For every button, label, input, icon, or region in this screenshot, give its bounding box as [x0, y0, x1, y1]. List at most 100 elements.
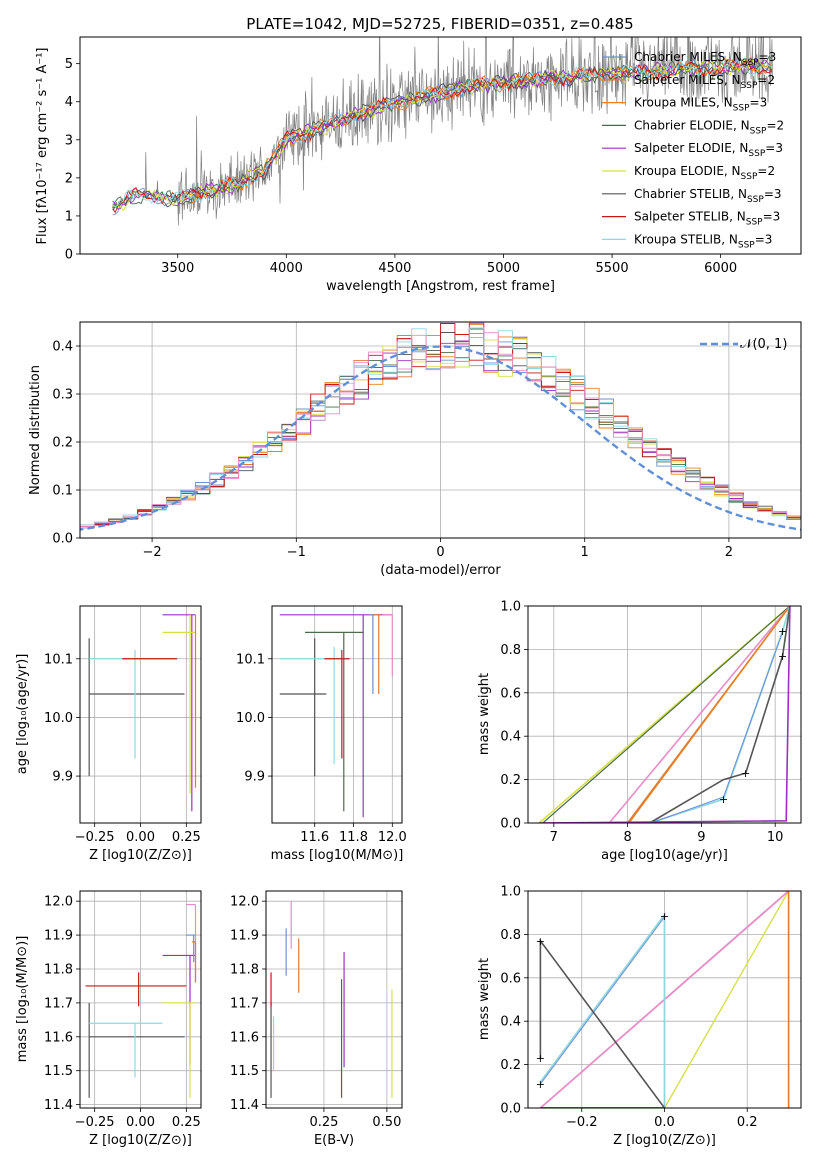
spectrum-ytick-label: 1: [65, 209, 73, 224]
legend-entry-6: Chabrier STELIB, NSSP=3: [634, 187, 782, 205]
cumulative-z-kroupa-elodie: [540, 891, 790, 1108]
legend-entry-2: Kroupa MILES, NSSP=3: [634, 96, 767, 114]
weight-vs-age-ylabel: mass weight: [477, 673, 492, 755]
age-vs-z-xtick-label: −0.25: [75, 830, 115, 845]
weight-vs-age-ytick-label: 0.0: [500, 817, 521, 832]
weight-vs-age-axes: + + + +7 8 9 10 0.0 0.2 0.4 0.6 0.8 1.0 age [log10(ag…: [477, 600, 802, 863]
spectrum-xlabel: wavelength [Angstrom, rest frame]: [326, 279, 555, 294]
weight-vs-age-ytick-label: 0.4: [500, 730, 521, 745]
cumulative-z-chabrier-stelib: [539, 938, 666, 1108]
histogram-9: [80, 332, 801, 531]
legend-entry-7: Salpeter STELIB, NSSP=3: [634, 210, 780, 228]
mass-vs-z-xtick-label: 0.00: [126, 1115, 155, 1130]
age-vs-mass-ytick-label: 10.0: [236, 711, 265, 726]
weight-vs-age-xtick-label: 8: [623, 830, 631, 845]
age-vs-z-xlabel: Z [log10(Z/Z⊙)]: [89, 848, 192, 863]
cumulative-z-kroupa-stelib: [539, 912, 666, 1108]
mass-vs-z-ytick-label: 11.5: [44, 1064, 73, 1079]
age-vs-mass-plot-area: [279, 614, 393, 818]
age-vs-z-xtick-label: 0.00: [126, 830, 155, 845]
spectrum-ytick-label: 4: [65, 95, 73, 110]
age-vs-z-ytick-label: 10.0: [44, 711, 73, 726]
weight-vs-z-ytick-label: 1.0: [500, 885, 521, 900]
residuals-axes: −2 −1 0 1 2 0.0 0.1 0.2 0.3 0.4 (data-model)/error…: [28, 321, 802, 578]
residuals-ytick-label: 0.0: [52, 532, 73, 547]
spectrum-xtick-label: 5000: [487, 261, 520, 276]
mass-vs-z-plot-area: [85, 903, 197, 1098]
cumulative-chabrier-elodie: [542, 606, 791, 823]
residuals-ylabel: Normed distribution: [28, 365, 43, 495]
mass-vs-z-ytick-label: 11.4: [44, 1098, 73, 1113]
spectrum-ytick-label: 3: [65, 133, 73, 148]
mass-vs-z-ytick-label: 11.8: [44, 962, 73, 977]
legend-entry-4: Salpeter ELODIE, NSSP=3: [634, 141, 783, 159]
spectrum-xtick-label: 4500: [378, 261, 411, 276]
spectrum-xtick-label: 5500: [596, 261, 629, 276]
spectrum-axes: 3500 4000 4500 5000 5500 6000 0 1 2 3 4 5 wavelength…: [35, 36, 802, 294]
weight-vs-z-plot-area: + + + +: [536, 891, 790, 1108]
legend-entry-1: Salpeter MILES, NSSP=2: [634, 73, 775, 91]
weight-vs-age-xtick-label: 7: [550, 830, 558, 845]
spectrum-xtick-label: 3500: [161, 261, 194, 276]
mass-vs-ebv-ytick-label: 11.9: [230, 929, 259, 944]
observed-spectrum: [112, 37, 773, 226]
normal-legend-label: 𝒩(0, 1): [740, 337, 787, 352]
residuals-xtick-label: 2: [725, 545, 733, 560]
residuals-ytick-label: 0.2: [52, 436, 73, 451]
mass-vs-z-ytick-label: 11.7: [44, 996, 73, 1011]
mass-vs-z-ytick-label: 11.9: [44, 929, 73, 944]
weight-vs-age-ytick-label: 1.0: [500, 600, 521, 615]
weight-z-marker-0: +: [536, 1052, 545, 1065]
residuals-ytick-label: 0.1: [52, 484, 73, 499]
legend-entry-8: Kroupa STELIB, NSSP=3: [634, 232, 772, 250]
weight-vs-age-ytick-label: 0.8: [500, 643, 521, 658]
spectrum-ytick-label: 2: [65, 171, 73, 186]
model-spectrum-kroupa-elodie: [112, 56, 773, 212]
mass-vs-ebv-ytick-label: 11.7: [230, 996, 259, 1011]
cumulative-chabrier-miles: [651, 631, 784, 823]
cumulative-pink: [608, 606, 791, 823]
mass-vs-z-ytick-label: 11.6: [44, 1030, 73, 1045]
weight-z-marker-1: +: [536, 935, 545, 948]
age-vs-z-xtick-label: 0.25: [172, 830, 201, 845]
age-vs-z-ytick-label: 10.1: [44, 652, 73, 667]
residuals-xtick-label: 1: [581, 545, 589, 560]
mass-vs-z-axes: −0.25 0.00 0.25 11.4 11.5 11.6 11.7 11.8 11.9 12.…: [15, 890, 202, 1148]
spectrum-xtick-label: 6000: [704, 261, 737, 276]
weight-vs-z-xtick-label: 0.2: [737, 1115, 758, 1130]
cumulative-salpeter-elodie: [539, 606, 791, 823]
weight-z-marker-stelib-1: +: [660, 910, 669, 923]
age-vs-mass-axes: 11.6 11.8 12.0 9.9 10.0 10.1 mass [log10(M/M⊙)…: [236, 605, 407, 863]
mass-vs-ebv-axes: 0.25 0.50 11.4 11.5 11.6 11.7 11.8 11.9 12.0 E(B-…: [230, 890, 403, 1148]
residuals-ytick-label: 0.3: [52, 388, 73, 403]
age-vs-mass-frame: [271, 605, 403, 824]
normal-curve: [80, 345, 801, 531]
weight-vs-age-frame: [527, 605, 802, 824]
age-vs-mass-ytick-label: 10.1: [236, 652, 265, 667]
spectrum-ytick-label: 0: [65, 248, 73, 263]
weight-vs-z-ytick-label: 0.8: [500, 928, 521, 943]
age-vs-z-plot-area: [88, 614, 197, 812]
mass-vs-ebv-ytick-label: 11.4: [230, 1098, 259, 1113]
residuals-xlabel: (data-model)/error: [380, 563, 501, 578]
mass-vs-z-ylabel: mass [log₁₀(M/M⊙)]: [15, 936, 30, 1063]
weight-vs-age-ytick-label: 0.6: [500, 686, 521, 701]
weight-vs-age-xtick-label: 10: [767, 830, 784, 845]
spectrum-ylabel: Flux [fλ10⁻¹⁷ erg cm⁻² s⁻¹ A⁻¹]: [35, 48, 50, 245]
mass-vs-ebv-xtick-label: 0.50: [372, 1115, 401, 1130]
legend-entry-3: Chabrier ELODIE, NSSP=2: [634, 118, 784, 136]
age-vs-mass-xtick-label: 11.6: [300, 830, 329, 845]
weight-vs-age-plot-area: + + + +: [538, 606, 791, 823]
spectrum-ytick-label: 5: [65, 57, 73, 72]
residuals-xtick-label: −1: [287, 545, 306, 560]
model-spectrum-salpeter-elodie: [112, 59, 773, 210]
residuals-ytick-label: 0.4: [52, 340, 73, 355]
age-vs-z-ytick-label: 9.9: [52, 770, 73, 785]
residuals-plot-area: [80, 322, 801, 531]
weight-vs-z-ytick-label: 0.0: [500, 1102, 521, 1117]
weight-vs-z-xtick-label: 0.0: [654, 1115, 675, 1130]
model-spectrum-salpeter-stelib: [112, 59, 773, 214]
spectrum-xtick-label: 4000: [270, 261, 303, 276]
mass-vs-z-xtick-label: 0.25: [172, 1115, 201, 1130]
